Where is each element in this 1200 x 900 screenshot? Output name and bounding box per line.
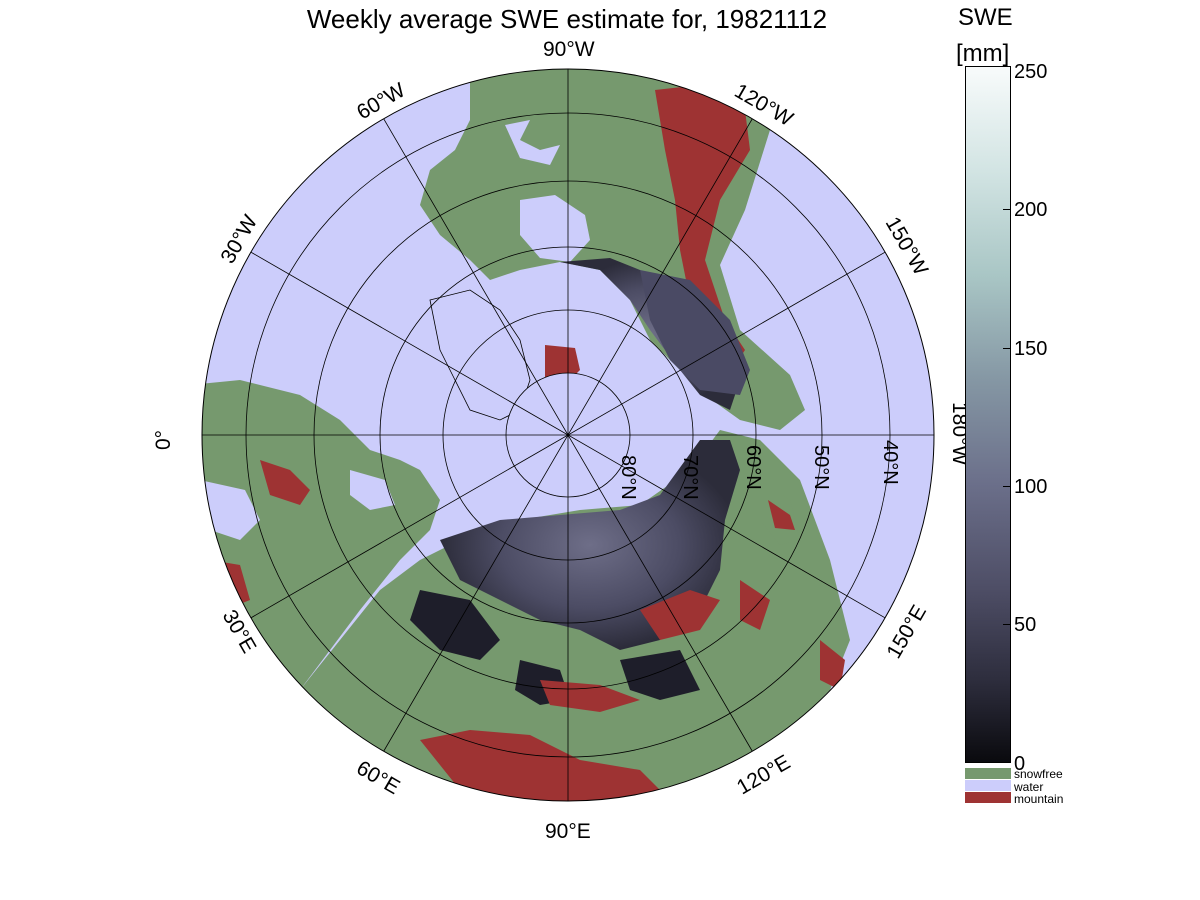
colorbar-tick-150: 150 <box>1014 338 1048 360</box>
rocky-mountains <box>655 85 750 365</box>
legend-label-mountain: mountain <box>1014 792 1064 806</box>
label-60e: 60°E <box>353 756 404 799</box>
map-title: Weekly average SWE estimate for, 1982111… <box>306 4 828 34</box>
colorbar-tickmark <box>1003 348 1011 349</box>
graticule <box>202 69 934 801</box>
colorbar-unit: [mm] <box>956 40 1010 67</box>
legend-swatch-snowfree <box>965 768 1011 779</box>
hudson-bay <box>520 195 590 262</box>
colorbar-tickmark <box>1003 209 1011 210</box>
colorbar-tick-200: 200 <box>1014 199 1048 221</box>
meridian-150w-30e <box>241 246 895 624</box>
siberia-snow <box>440 440 740 650</box>
swe-colorbar <box>965 66 1011 763</box>
map-border <box>201 68 935 802</box>
legend-label-water: water <box>1014 780 1044 794</box>
colorbar-tick-100: 100 <box>1014 476 1048 498</box>
colorbar-tickmark <box>1003 486 1011 487</box>
legend-swatch-water <box>965 780 1011 791</box>
label-70n: 70°N <box>679 455 701 500</box>
great-lakes <box>505 120 560 165</box>
label-60n: 60°N <box>742 445 764 490</box>
colorbar-tick-50: 50 <box>1014 614 1037 636</box>
baltic <box>350 470 395 510</box>
label-50n: 50°N <box>810 445 832 490</box>
label-80n: 80°N <box>617 455 639 500</box>
colorbar-tick-250: 250 <box>1014 61 1048 83</box>
legend-label-snowfree: snowfree <box>1014 767 1063 781</box>
label-90e: 90°E <box>545 820 591 843</box>
label-0: 0° <box>152 430 175 450</box>
label-120e: 120°E <box>733 751 794 800</box>
legend-swatch-mountain <box>965 792 1011 803</box>
mediterranean <box>202 480 260 540</box>
kamchatka-mountain <box>768 500 795 530</box>
colorbar-tickmark <box>1003 624 1011 625</box>
central-asia-snow <box>410 590 700 705</box>
map-layers <box>202 69 934 801</box>
colorbar-tick-0: 0 <box>1014 753 1026 775</box>
europe-mountains <box>205 460 310 610</box>
colorbar-title: SWE <box>958 4 1013 31</box>
label-90w: 90°W <box>543 38 595 61</box>
label-40n: 40°N <box>879 440 901 485</box>
asia-mountains <box>420 580 845 801</box>
arctic-snow <box>640 270 750 395</box>
